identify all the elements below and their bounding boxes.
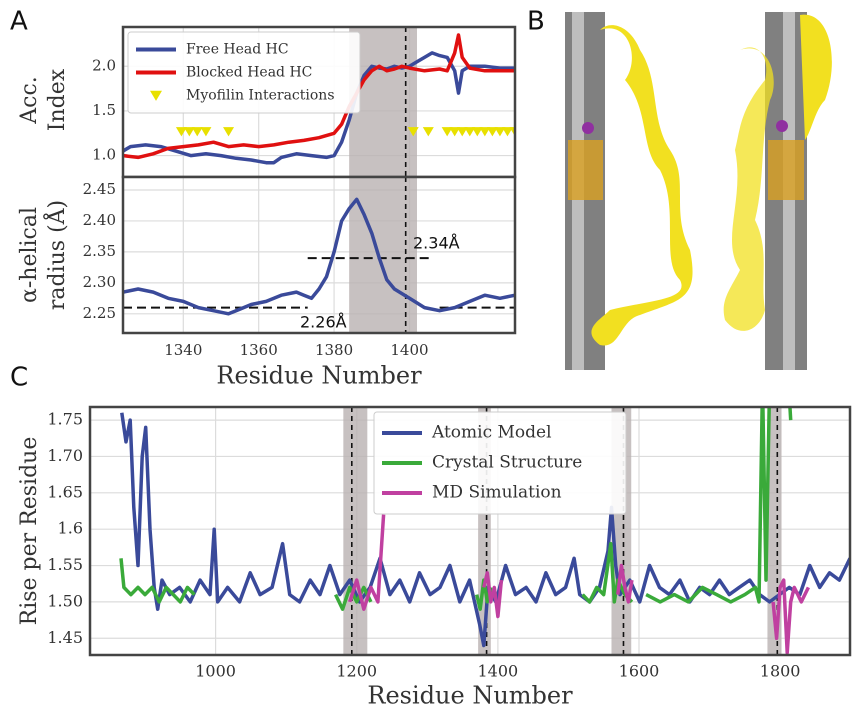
legend-label: Blocked Head HC <box>186 65 312 81</box>
legend-label: Crystal Structure <box>432 453 582 473</box>
x-tick-label: 1000 <box>195 662 236 681</box>
shaded-band <box>349 177 417 333</box>
legend-label: Myofilin Interactions <box>186 88 335 104</box>
shaded-band <box>343 407 367 655</box>
highlight <box>568 140 603 200</box>
legend: Free Head HC Blocked Head HC Myofilin Inte… <box>128 32 360 113</box>
x-tick-label: 1400 <box>390 341 428 359</box>
chart: 1.45 1.50 1.55 1.6 1.65 1.70 1.75 1000 1200 1400 1… <box>17 384 850 709</box>
highlight <box>768 140 804 200</box>
atom <box>582 122 594 134</box>
x-tick-label: 1800 <box>760 662 801 681</box>
y-tick-label: 1.50 <box>47 591 83 610</box>
annotation: 2.34Å <box>413 234 460 253</box>
x-axis-label: Residue Number <box>367 682 573 709</box>
y-tick-label: 1.5 <box>92 101 116 119</box>
panel-label: B <box>527 7 545 37</box>
x-tick-label: 1340 <box>164 341 202 359</box>
y-axis-label: Index <box>45 68 70 131</box>
legend-label: MD Simulation <box>432 483 562 503</box>
y-tick-label: 2.45 <box>83 180 116 198</box>
y-tick-label: 2.35 <box>83 242 116 260</box>
y-tick-label: 2.0 <box>92 56 116 74</box>
y-axis-label: Acc. <box>17 76 42 125</box>
panel-label: C <box>10 363 28 393</box>
atom <box>776 120 788 132</box>
y-tick-label: 2.25 <box>83 304 116 322</box>
y-tick-label: 2.40 <box>83 211 116 229</box>
density <box>800 15 832 140</box>
x-tick-label: 1200 <box>336 662 377 681</box>
y-axis-label: radius (Å) <box>42 200 70 310</box>
x-tick-label: 1400 <box>478 662 519 681</box>
y-tick-label: 2.30 <box>83 273 116 291</box>
annotation: 2.26Å <box>300 313 347 332</box>
y-tick-label: 1.0 <box>92 146 116 164</box>
x-tick-label: 1380 <box>315 341 353 359</box>
structure-render <box>565 12 832 370</box>
legend: Atomic Model Crystal Structure MD Simulati… <box>374 412 626 514</box>
y-tick-label: 1.75 <box>47 410 83 429</box>
y-tick-label: 1.65 <box>47 482 83 501</box>
y-tick-label: 1.45 <box>47 628 83 647</box>
legend-label: Free Head HC <box>186 42 289 58</box>
panel-label: A <box>10 7 28 37</box>
legend-label: Atomic Model <box>431 423 552 443</box>
y-tick-label: 1.6 <box>58 519 83 538</box>
y-axis-label: Rise per Residue <box>17 437 42 626</box>
y-tick-label: 1.55 <box>47 555 83 574</box>
y-axis-label: α-helical <box>17 207 42 303</box>
figure: A B C 1.0 1.5 2.0 Acc.Index Free Head HC Bloc… <box>0 0 852 709</box>
density <box>591 25 692 345</box>
chart: 2.25 2.30 2.35 2.40 2.45 1340 1360 1380 1400 Resi… <box>17 177 515 390</box>
y-tick-label: 1.70 <box>47 446 83 465</box>
plot-area <box>123 177 515 333</box>
x-axis-label: Residue Number <box>216 362 422 390</box>
chart: 1.0 1.5 2.0 Acc.Index Free Head HC Blocked He… <box>17 27 521 177</box>
x-tick-label: 1600 <box>619 662 660 681</box>
x-tick-label: 1360 <box>240 341 278 359</box>
